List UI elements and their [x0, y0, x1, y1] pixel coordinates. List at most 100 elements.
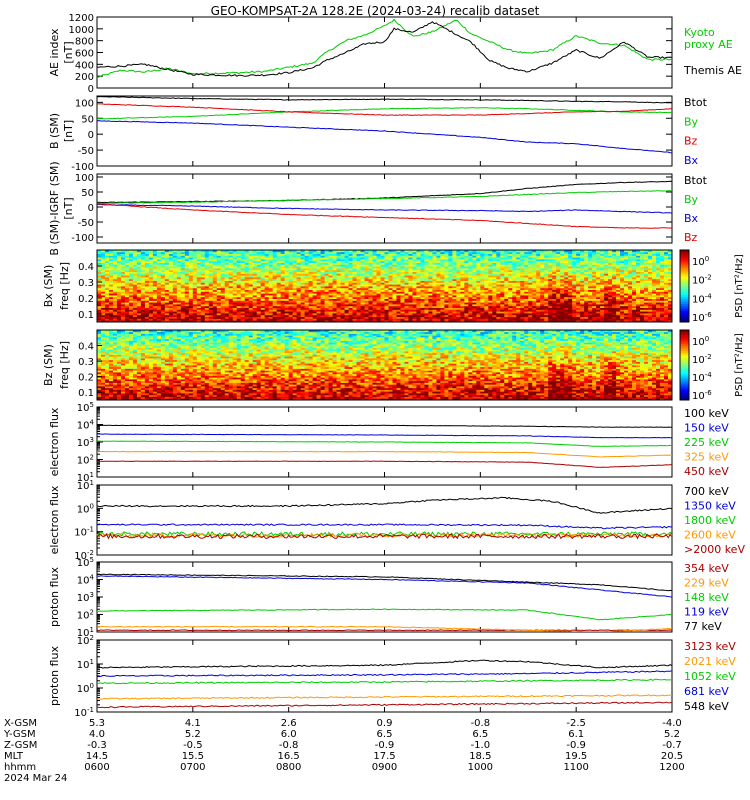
spectrogram-cell [136, 269, 142, 272]
spectrogram-cell [500, 271, 505, 274]
spectrogram-cell [152, 275, 158, 278]
spectrogram-cell [484, 286, 489, 289]
spectrogram-cell [128, 262, 134, 265]
spectrogram-cell [464, 257, 469, 260]
spectrogram-cell [480, 295, 485, 298]
spectrogram-cell [392, 304, 397, 307]
spectrogram-cell [472, 278, 477, 281]
spectrogram-cell [340, 287, 345, 290]
spectrogram-cell [244, 251, 250, 254]
spectrogram-cell [504, 305, 509, 308]
spectrogram-cell [340, 300, 345, 303]
spectrogram-cell [492, 291, 497, 294]
spectrogram-cell [360, 293, 365, 296]
spectrogram-cell [348, 316, 353, 319]
spectrogram-cell [268, 307, 274, 310]
spectrogram-cell [228, 305, 234, 308]
spectrogram-cell [384, 250, 389, 253]
spectrogram-cell [284, 268, 290, 271]
spectrogram-cell [496, 282, 501, 285]
y-tick-label: -100 [71, 162, 94, 173]
spectrogram-cell [232, 289, 238, 292]
spectrogram-cell [388, 284, 393, 287]
spectrogram-cell [504, 250, 509, 253]
spectrogram-cell [416, 253, 421, 256]
spectrogram-cell [224, 286, 230, 289]
spectrogram-cell [476, 307, 481, 310]
spectrogram-cell [97, 269, 102, 272]
spectrogram-cell [188, 257, 194, 260]
spectrogram-cell [436, 293, 441, 296]
spectrogram-cell [440, 311, 445, 314]
spectrogram-cell [216, 311, 222, 314]
spectrogram-cell [184, 318, 190, 321]
spectrogram-cell [192, 309, 198, 312]
spectrogram-cell [556, 318, 561, 321]
spectrogram-cell [184, 266, 190, 269]
spectrogram-cell [112, 250, 118, 253]
spectrogram-cell [468, 260, 473, 263]
spectrogram-cell [260, 275, 266, 278]
spectrogram-cell [104, 269, 110, 272]
spectrogram-cell [112, 278, 118, 281]
spectrogram-cell [456, 262, 461, 265]
spectrogram-cell [284, 278, 290, 281]
spectrogram-cell [232, 295, 238, 298]
spectrogram-cell [436, 311, 441, 314]
spectrogram-cell [124, 295, 130, 298]
spectrogram-cell [124, 316, 130, 319]
spectrogram-cell [128, 264, 134, 267]
spectrogram-cell [160, 271, 166, 274]
spectrogram-cell [264, 313, 270, 316]
spectrogram-cell [540, 291, 545, 294]
spectrogram-cell [536, 293, 541, 296]
spectrogram-cell [448, 300, 453, 303]
spectrogram-cell [260, 257, 266, 260]
spectrogram-cell [396, 260, 401, 263]
spectrogram-cell [496, 264, 501, 267]
spectrogram-cell [124, 298, 130, 301]
spectrogram-cell [112, 268, 118, 271]
spectrogram-cell [548, 269, 553, 272]
spectrogram-cell [328, 264, 333, 267]
spectrogram-cell [532, 304, 537, 307]
spectrogram-cell [488, 311, 493, 314]
spectrogram-cell [224, 273, 230, 276]
spectrogram-cell [272, 250, 278, 253]
spectrogram-cell [276, 293, 282, 296]
spectrogram-cell [208, 266, 214, 269]
spectrogram-cell [520, 275, 525, 278]
spectrogram-cell [172, 295, 178, 298]
spectrogram-cell [192, 311, 198, 314]
spectrogram-cell [360, 300, 365, 303]
spectrogram-cell [468, 314, 473, 317]
spectrogram-cell [284, 318, 290, 321]
spectrogram-cell [168, 273, 174, 276]
spectrogram-cell [256, 302, 262, 305]
spectrogram-cell [400, 300, 405, 303]
spectrogram-cell [184, 269, 190, 272]
spectrogram-cell [436, 291, 441, 294]
spectrogram-cell [100, 291, 106, 294]
spectrogram-cell [324, 305, 329, 308]
spectrogram-cell [116, 266, 122, 269]
spectrogram-cell [448, 318, 453, 321]
spectrogram-cell [132, 250, 138, 253]
spectrogram-cell [296, 251, 302, 254]
spectrogram-cell [532, 286, 537, 289]
spectrogram-cell [352, 309, 357, 312]
spectrogram-cell [440, 318, 445, 321]
spectrogram-cell [352, 250, 357, 253]
spectrogram-cell [136, 305, 142, 308]
spectrogram-cell [112, 269, 118, 272]
spectrogram-cell [136, 271, 142, 274]
spectrogram-cell [452, 287, 457, 290]
spectrogram-cell [540, 298, 545, 301]
spectrogram-cell [500, 304, 505, 307]
spectrogram-cell [504, 275, 509, 278]
spectrogram-cell [204, 266, 210, 269]
spectrogram-cell [396, 250, 401, 253]
spectrogram-cell [100, 302, 106, 305]
spectrogram-cell [176, 255, 182, 258]
spectrogram-cell [148, 296, 154, 299]
